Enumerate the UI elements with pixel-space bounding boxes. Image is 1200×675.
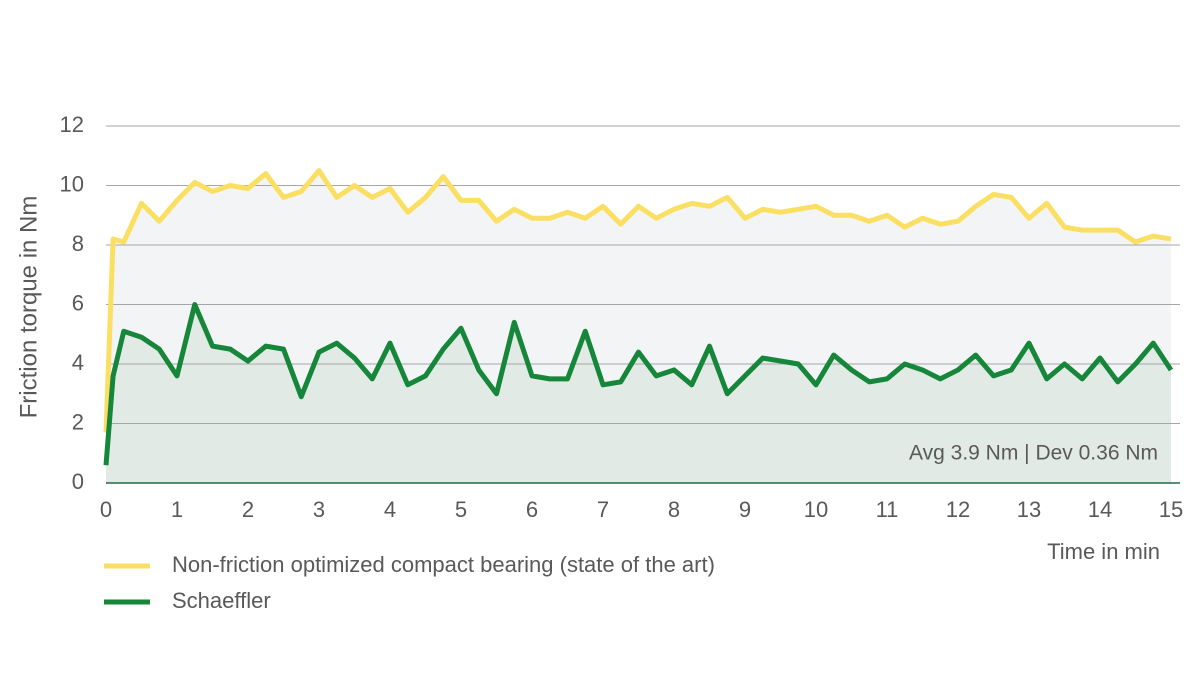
legend-label: Schaeffler (172, 588, 271, 613)
y-tick-label: 10 (60, 171, 84, 196)
x-tick-label: 1 (171, 497, 183, 522)
y-tick-label: 4 (72, 350, 84, 375)
x-axis-label: Time in min (1047, 539, 1160, 564)
x-tick-label: 6 (526, 497, 538, 522)
x-tick-label: 9 (739, 497, 751, 522)
x-tick-label: 3 (313, 497, 325, 522)
area (106, 304, 1171, 483)
y-tick-label: 12 (60, 112, 84, 137)
annotation: Avg 3.9 Nm | Dev 0.36 Nm (909, 442, 1158, 465)
x-tick-label: 2 (242, 497, 254, 522)
line (103, 302, 1174, 466)
x-tick-label: 14 (1088, 497, 1112, 522)
y-axis-label: Friction torque in Nm (15, 196, 42, 419)
x-tick-label: 7 (597, 497, 609, 522)
x-tick-label: 12 (946, 497, 970, 522)
x-tick-label: 13 (1017, 497, 1041, 522)
y-tick-label: 0 (72, 469, 84, 494)
y-tick-label: 6 (72, 290, 84, 315)
y-tick-label: 2 (72, 409, 84, 434)
x-tick-label: 8 (668, 497, 680, 522)
x-tick-label: 15 (1159, 497, 1183, 522)
x-tick-label: 5 (455, 497, 467, 522)
line (103, 168, 1172, 433)
x-tick-label: 4 (384, 497, 396, 522)
x-tick-label: 0 (100, 497, 112, 522)
x-tick-label: 11 (876, 497, 899, 522)
legend-label: Non-friction optimized compact bearing (… (172, 552, 715, 577)
x-tick-label: 10 (804, 497, 828, 522)
y-tick-label: 8 (72, 231, 84, 256)
